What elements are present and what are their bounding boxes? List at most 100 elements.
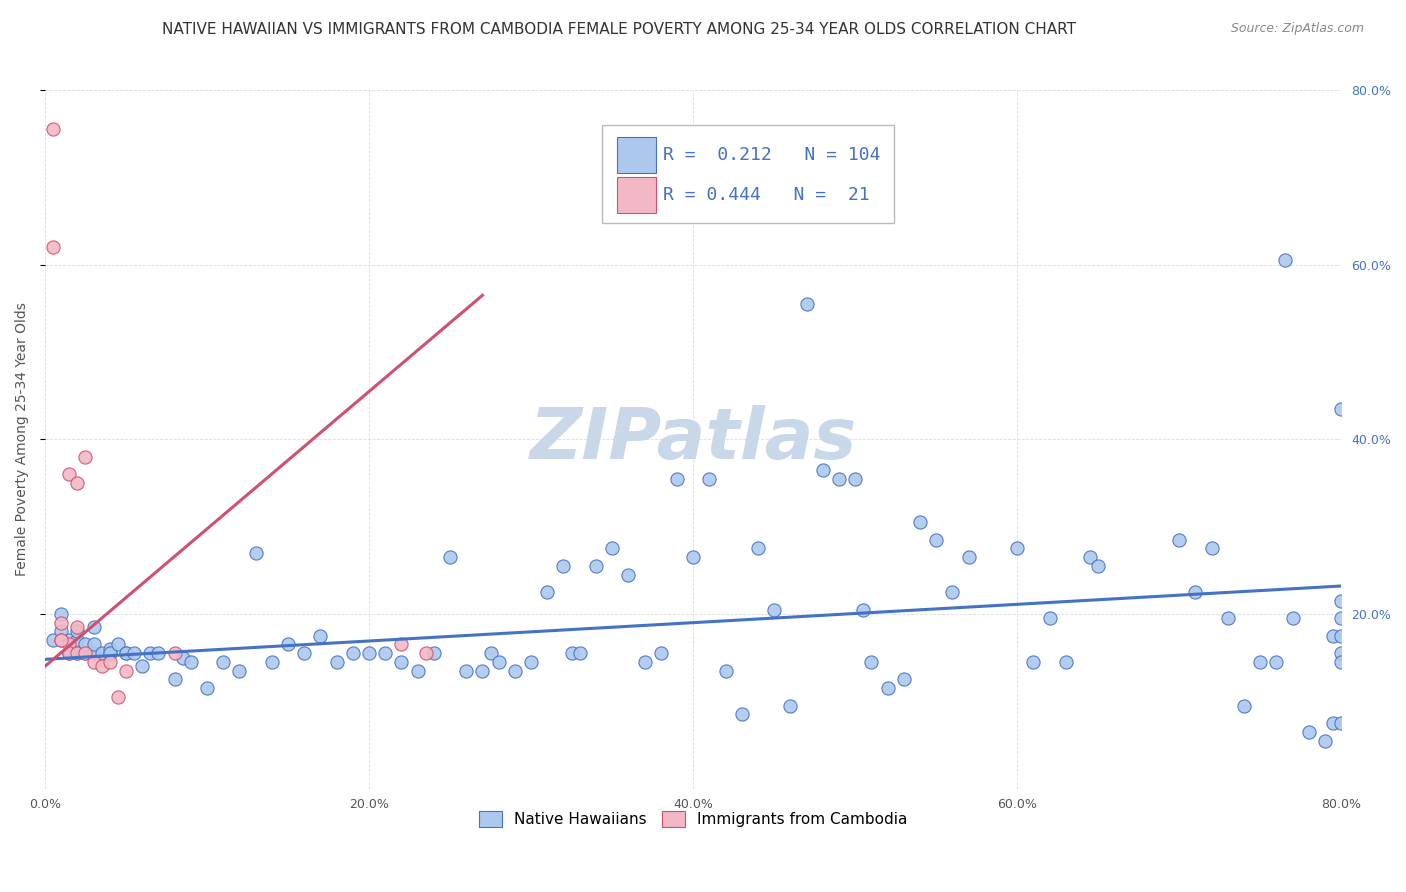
Point (650, 646, 672, 660)
Point (98, 646, 121, 660)
Point (893, 673, 915, 687)
Point (1298, 724, 1320, 739)
Point (488, 655, 510, 669)
Point (51, 607, 73, 621)
Point (520, 655, 543, 669)
Point (309, 629, 332, 643)
Point (391, 655, 413, 669)
Point (66, 633, 89, 648)
Point (75, 638, 97, 652)
FancyBboxPatch shape (602, 125, 894, 223)
Point (844, 472, 866, 486)
Point (98, 641, 121, 656)
Point (1184, 585, 1206, 599)
Point (406, 664, 429, 678)
Point (561, 646, 583, 660)
Point (163, 673, 186, 687)
Point (83, 646, 105, 660)
Point (503, 664, 526, 678)
Point (1039, 611, 1062, 625)
Point (391, 638, 413, 652)
Point (277, 638, 299, 652)
Point (1322, 716, 1344, 731)
Point (699, 472, 721, 486)
Point (212, 655, 235, 669)
Point (228, 664, 250, 678)
Point (75, 646, 97, 660)
Point (828, 472, 851, 486)
Point (83, 620, 105, 634)
Point (731, 707, 754, 722)
Point (83, 655, 105, 669)
Point (1078, 550, 1101, 565)
Point (1249, 655, 1271, 669)
Point (1201, 541, 1223, 556)
Point (260, 655, 283, 669)
Point (342, 646, 364, 660)
Point (75, 646, 97, 660)
Point (292, 646, 315, 660)
Point (58, 646, 80, 660)
Point (1330, 629, 1353, 643)
Point (415, 646, 437, 660)
Point (195, 681, 218, 695)
Point (115, 646, 138, 660)
Point (245, 546, 267, 560)
Point (811, 463, 834, 477)
Point (1005, 541, 1028, 556)
Point (1216, 611, 1239, 625)
Text: NATIVE HAWAIIAN VS IMMIGRANTS FROM CAMBODIA FEMALE POVERTY AMONG 25-34 YEAR OLDS: NATIVE HAWAIIAN VS IMMIGRANTS FROM CAMBO… (162, 22, 1076, 37)
Point (42, 122, 65, 136)
Point (957, 550, 980, 565)
Point (779, 698, 801, 713)
Point (83, 638, 105, 652)
Point (665, 472, 688, 486)
Point (553, 558, 575, 573)
Point (42, 633, 65, 648)
Point (172, 650, 194, 665)
Point (747, 541, 769, 556)
Point (163, 646, 186, 660)
Point (1330, 655, 1353, 669)
Point (1265, 655, 1288, 669)
Point (66, 646, 89, 660)
Point (471, 664, 494, 678)
Point (536, 585, 558, 599)
Point (585, 558, 607, 573)
Point (51, 615, 73, 630)
Point (633, 655, 655, 669)
Point (51, 624, 73, 639)
Point (58, 646, 80, 660)
Point (131, 659, 153, 673)
Point (908, 516, 931, 530)
Point (860, 655, 883, 669)
Point (1087, 558, 1109, 573)
Point (98, 646, 121, 660)
Point (439, 550, 461, 565)
Point (1054, 655, 1077, 669)
Point (796, 297, 818, 311)
Point (90, 646, 112, 660)
Point (1330, 646, 1353, 660)
Legend: Native Hawaiians, Immigrants from Cambodia: Native Hawaiians, Immigrants from Cambod… (472, 805, 914, 833)
Point (1330, 611, 1353, 625)
Point (51, 633, 73, 648)
Point (107, 638, 129, 652)
Point (180, 655, 202, 669)
Point (66, 620, 89, 634)
FancyBboxPatch shape (617, 177, 655, 213)
Point (852, 602, 875, 616)
Point (1233, 698, 1256, 713)
Point (600, 541, 623, 556)
Point (1330, 401, 1353, 416)
Point (66, 475, 89, 490)
Point (682, 550, 704, 565)
Point (479, 646, 502, 660)
Point (148, 646, 170, 660)
Point (75, 450, 97, 464)
Point (42, 240, 65, 254)
Point (456, 664, 478, 678)
Point (1313, 733, 1336, 747)
Point (568, 646, 591, 660)
FancyBboxPatch shape (617, 137, 655, 173)
